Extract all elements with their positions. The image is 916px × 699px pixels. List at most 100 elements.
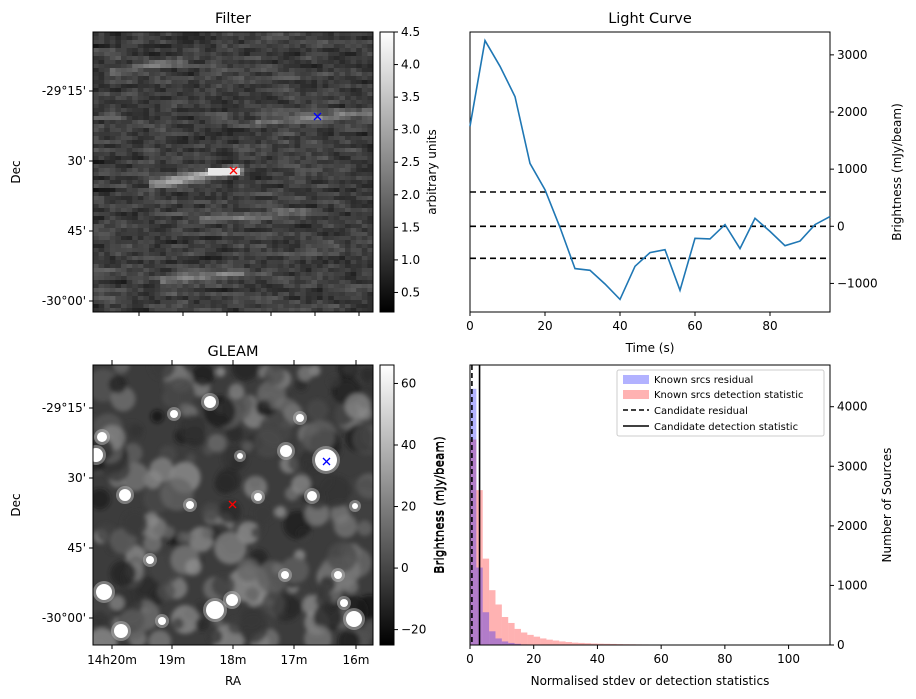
filter-ytick-1: 30' (67, 154, 93, 168)
filter-colorbar-label: arbitrary units (425, 129, 439, 215)
hist-bar-s1-12 (546, 639, 553, 645)
svg-text:Candidate residual: Candidate residual (654, 406, 748, 417)
svg-text:17m: 17m (281, 653, 308, 667)
filter-ytick-0: -29°15' (42, 84, 93, 98)
gleam-ylabel: Dec (9, 493, 23, 516)
hist-bar-s0-4 (495, 638, 502, 645)
lightcurve-yticks: −1000 0 1000 2000 3000 (830, 48, 878, 290)
lightcurve-ytick-4: 3000 (837, 48, 868, 62)
gleam-title: GLEAM (208, 344, 259, 360)
svg-text:18m: 18m (220, 653, 247, 667)
gleam-colorbar (379, 364, 395, 646)
hist-bar-s0-5 (501, 641, 509, 645)
svg-text:30': 30' (67, 471, 86, 485)
svg-text:45': 45' (67, 541, 86, 555)
hist-bar-s1-13 (552, 640, 560, 645)
filter-panel: Filter Dec -29°15' 30' 45' -30°00' 0.5 1.… (9, 11, 439, 316)
filter-colorbar-tick-4: 2.5 (401, 155, 420, 169)
histogram-xtick-4: 80 (717, 652, 732, 666)
gleam-xtick-2: 18m (220, 645, 247, 667)
filter-ytick-3: -30°00' (42, 294, 93, 308)
histogram-right-ylabel: Number of Sources (880, 448, 894, 563)
gleam-colorbar-tick-1: 40 (401, 438, 416, 452)
histogram-legend: Known srcs residual Known srcs detection… (616, 369, 825, 437)
histogram-xticks: 0 20 40 60 80 100 (466, 645, 800, 666)
hist-bar-s0-6 (508, 642, 515, 645)
svg-text:30': 30' (67, 154, 86, 168)
histogram-xtick-5: 100 (777, 652, 800, 666)
histogram-xtick-2: 40 (590, 652, 605, 666)
gleam-xtick-4: 16m (343, 645, 370, 667)
svg-text:-29°15': -29°15' (42, 401, 86, 415)
lightcurve-xticks: 0 20 40 60 80 (466, 312, 778, 333)
filter-image (93, 32, 373, 312)
gleam-ytick-1: 30' (67, 471, 93, 485)
lightcurve-xlabel: Time (s) (625, 341, 675, 355)
filter-colorbar-tick-3: 2.0 (401, 188, 420, 202)
filter-ytick-2: 45' (67, 224, 93, 238)
histogram-ytick-2: 2000 (837, 519, 868, 533)
filter-candidate-marker (229, 166, 238, 175)
histogram-ytick-4: 4000 (837, 400, 868, 414)
gleam-colorbar-ticks: 60 40 20 0 −20 (394, 376, 426, 637)
hist-bar-s1-9 (527, 634, 534, 645)
histogram-ytick-1: 1000 (837, 578, 868, 592)
hist-bar-s1-10 (533, 636, 541, 645)
gleam-colorbar-tick-4: −20 (401, 623, 426, 637)
lightcurve-xtick-1: 20 (537, 319, 552, 333)
gleam-known-source-marker (322, 457, 331, 466)
svg-text:Candidate detection statistic: Candidate detection statistic (654, 422, 798, 433)
lightcurve-ylabel: Brightness (mJy/beam) (890, 103, 904, 241)
histogram-yticks: 0 1000 2000 3000 4000 (830, 400, 868, 652)
hist-bar-s1-21 (603, 643, 611, 645)
gleam-ytick-2: 45' (67, 541, 93, 555)
filter-colorbar-tick-0: 0.5 (401, 285, 420, 299)
filter-colorbar-tick-6: 3.5 (401, 90, 420, 104)
filter-colorbar-tick-2: 1.5 (401, 220, 420, 234)
hist-bar-s1-18 (584, 643, 592, 645)
hist-bar-s1-22 (610, 643, 617, 645)
gleam-ytick-3: -30°00' (42, 611, 93, 625)
lightcurve-title: Light Curve (608, 11, 692, 27)
svg-text:Known srcs residual: Known srcs residual (654, 375, 753, 386)
hist-bar-s0-0 (470, 388, 477, 645)
gleam-candidate-marker (228, 500, 237, 509)
filter-colorbar-tick-5: 3.0 (401, 123, 420, 137)
histogram-xtick-1: 20 (526, 652, 541, 666)
hist-bar-s1-11 (540, 638, 547, 645)
lightcurve-xtick-0: 0 (466, 319, 474, 333)
gleam-colorbar-tick-2: 20 (401, 500, 416, 514)
filter-colorbar-tick-8: 4.5 (401, 25, 420, 39)
gleam-xtick-1: 19m (159, 645, 186, 667)
hist-bar-s1-17 (578, 642, 585, 645)
gleam-xtick-3: 17m (281, 645, 308, 667)
svg-text:19m: 19m (159, 653, 186, 667)
lightcurve-ytick-3: 2000 (837, 105, 868, 119)
svg-text:16m: 16m (343, 653, 370, 667)
histogram-left-ylabel: Brightness (mJy/beam) (433, 436, 447, 574)
hist-bar-s1-4 (495, 604, 502, 645)
gleam-xtick-0: 14h20m (87, 645, 137, 667)
svg-text:Known srcs detection statistic: Known srcs detection statistic (654, 390, 803, 401)
filter-ylabel: Dec (9, 160, 23, 183)
lightcurve-xtick-3: 60 (687, 319, 702, 333)
lightcurve-ytick-2: 1000 (837, 162, 868, 176)
lightcurve-xtick-2: 40 (612, 319, 627, 333)
gleam-xlabel: RA (225, 674, 242, 688)
hist-bar-s0-7 (514, 643, 521, 645)
svg-text:14h20m: 14h20m (87, 653, 137, 667)
hist-bar-s1-7 (514, 628, 521, 645)
hist-bar-s1-20 (597, 643, 604, 645)
hist-bar-s1-0 (470, 439, 477, 645)
filter-colorbar-tick-1: 1.0 (401, 253, 420, 267)
histogram-xtick-0: 0 (466, 652, 474, 666)
gleam-colorbar-tick-3: 0 (401, 561, 409, 575)
hist-bar-s1-16 (571, 642, 579, 645)
lightcurve-series-line (469, 38, 831, 301)
histogram-xtick-3: 60 (654, 652, 669, 666)
legend-entry-known-detection: Known srcs detection statistic (623, 390, 803, 401)
filter-colorbar-ticks: 0.5 1.0 1.5 2.0 2.5 3.0 3.5 4.0 4.5 (394, 25, 420, 299)
svg-text:-29°15': -29°15' (42, 84, 86, 98)
hist-bar-s1-15 (565, 642, 572, 645)
